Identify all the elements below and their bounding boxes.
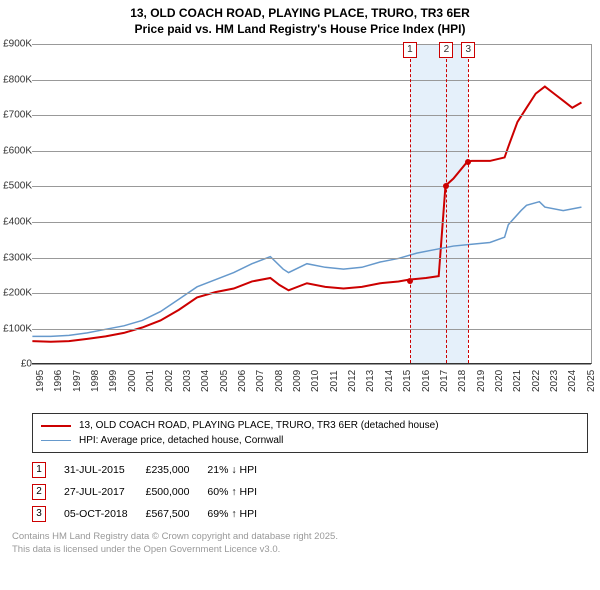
- event-vline: [446, 44, 447, 363]
- plot-region: £0£100K£200K£300K£400K£500K£600K£700K£80…: [32, 44, 592, 364]
- x-axis-label: 2003: [182, 370, 193, 392]
- y-axis-label: £100K: [0, 323, 32, 334]
- x-axis-label: 2014: [384, 370, 395, 392]
- x-axis-label: 2015: [402, 370, 413, 392]
- title-line2: Price paid vs. HM Land Registry's House …: [135, 22, 466, 36]
- x-axis-label: 2020: [494, 370, 505, 392]
- event-date: 31-JUL-2015: [64, 459, 146, 481]
- x-axis-label: 2023: [549, 370, 560, 392]
- event-vline: [410, 44, 411, 363]
- y-axis-label: £800K: [0, 74, 32, 85]
- gridline: [32, 115, 591, 116]
- event-date: 27-JUL-2017: [64, 481, 146, 503]
- x-axis-label: 2010: [310, 370, 321, 392]
- y-axis-label: £300K: [0, 252, 32, 263]
- gridline: [32, 80, 591, 81]
- title-line1: 13, OLD COACH ROAD, PLAYING PLACE, TRURO…: [130, 6, 470, 20]
- gridline: [32, 44, 591, 45]
- event-row: 3 05-OCT-2018£567,50069% ↑ HPI: [32, 503, 275, 525]
- series-price_paid: [32, 87, 581, 342]
- event-dot: [465, 159, 471, 165]
- legend-label: 13, OLD COACH ROAD, PLAYING PLACE, TRURO…: [79, 418, 439, 433]
- x-axis-label: 2025: [586, 370, 597, 392]
- y-axis-label: £700K: [0, 110, 32, 121]
- gridline: [32, 293, 591, 294]
- event-delta: 60% ↑ HPI: [207, 481, 275, 503]
- x-axis-label: 2022: [531, 370, 542, 392]
- event-row: 2 27-JUL-2017£500,00060% ↑ HPI: [32, 481, 275, 503]
- legend-label: HPI: Average price, detached house, Corn…: [79, 433, 283, 448]
- event-price: £235,000: [146, 459, 208, 481]
- x-axis-label: 1996: [53, 370, 64, 392]
- x-axis-label: 2004: [200, 370, 211, 392]
- x-axis-label: 2000: [127, 370, 138, 392]
- legend-row: 13, OLD COACH ROAD, PLAYING PLACE, TRURO…: [41, 418, 579, 433]
- x-axis-label: 1995: [35, 370, 46, 392]
- x-axis-label: 2006: [237, 370, 248, 392]
- event-dot: [407, 278, 413, 284]
- x-axis-label: 2011: [329, 371, 340, 393]
- event-number-box: 1: [32, 462, 46, 478]
- x-axis-label: 2005: [219, 370, 230, 392]
- gridline: [32, 222, 591, 223]
- gridline: [32, 329, 591, 330]
- x-axis-label: 2008: [274, 370, 285, 392]
- gridline: [32, 258, 591, 259]
- event-delta: 69% ↑ HPI: [207, 503, 275, 525]
- x-axis-label: 2018: [457, 370, 468, 392]
- event-number-box: 3: [32, 506, 46, 522]
- event-marker: 3: [461, 42, 475, 58]
- event-date: 05-OCT-2018: [64, 503, 146, 525]
- event-dot: [443, 183, 449, 189]
- gridline: [32, 186, 591, 187]
- legend-swatch: [41, 440, 71, 441]
- event-marker: 1: [403, 42, 417, 58]
- gridline: [32, 151, 591, 152]
- event-number-box: 2: [32, 484, 46, 500]
- x-axis-label: 2009: [292, 370, 303, 392]
- y-axis-label: £0: [0, 359, 32, 370]
- y-axis-label: £900K: [0, 39, 32, 50]
- x-axis-label: 1998: [90, 370, 101, 392]
- event-row: 1 31-JUL-2015£235,00021% ↓ HPI: [32, 459, 275, 481]
- event-vline: [468, 44, 469, 363]
- x-axis-label: 2021: [512, 370, 523, 392]
- chart-title: 13, OLD COACH ROAD, PLAYING PLACE, TRURO…: [0, 0, 600, 39]
- x-axis-label: 2002: [164, 370, 175, 392]
- x-axis-label: 2019: [476, 370, 487, 392]
- x-axis-label: 2007: [255, 370, 266, 392]
- x-axis-label: 2016: [421, 370, 432, 392]
- x-axis-label: 2012: [347, 370, 358, 392]
- y-axis-label: £200K: [0, 288, 32, 299]
- x-axis-label: 2013: [365, 370, 376, 392]
- event-marker: 2: [439, 42, 453, 58]
- chart-area: £0 £100K £200K £300K £400K £500K £600K £700K £80…: [0, 39, 600, 409]
- events-table: 1 31-JUL-2015£235,00021% ↓ HPI 2 27-JUL-201…: [32, 459, 588, 525]
- line-series-svg: [32, 44, 591, 363]
- x-axis-label: 1999: [108, 370, 119, 392]
- x-axis-label: 2017: [439, 370, 450, 392]
- attribution: Contains HM Land Registry data © Crown c…: [12, 531, 588, 556]
- x-axis-label: 2024: [567, 370, 578, 392]
- legend-row: HPI: Average price, detached house, Corn…: [41, 433, 579, 448]
- x-axis-label: 2001: [145, 370, 156, 392]
- legend: 13, OLD COACH ROAD, PLAYING PLACE, TRURO…: [32, 413, 588, 453]
- y-axis-label: £400K: [0, 216, 32, 227]
- event-delta: 21% ↓ HPI: [207, 459, 275, 481]
- gridline: [32, 364, 591, 365]
- y-axis-label: £600K: [0, 145, 32, 156]
- event-price: £567,500: [146, 503, 208, 525]
- y-axis-label: £500K: [0, 181, 32, 192]
- event-price: £500,000: [146, 481, 208, 503]
- attr-line2: This data is licensed under the Open Gov…: [12, 544, 280, 555]
- legend-swatch: [41, 425, 71, 427]
- x-axis-label: 1997: [72, 370, 83, 392]
- attr-line1: Contains HM Land Registry data © Crown c…: [12, 531, 338, 542]
